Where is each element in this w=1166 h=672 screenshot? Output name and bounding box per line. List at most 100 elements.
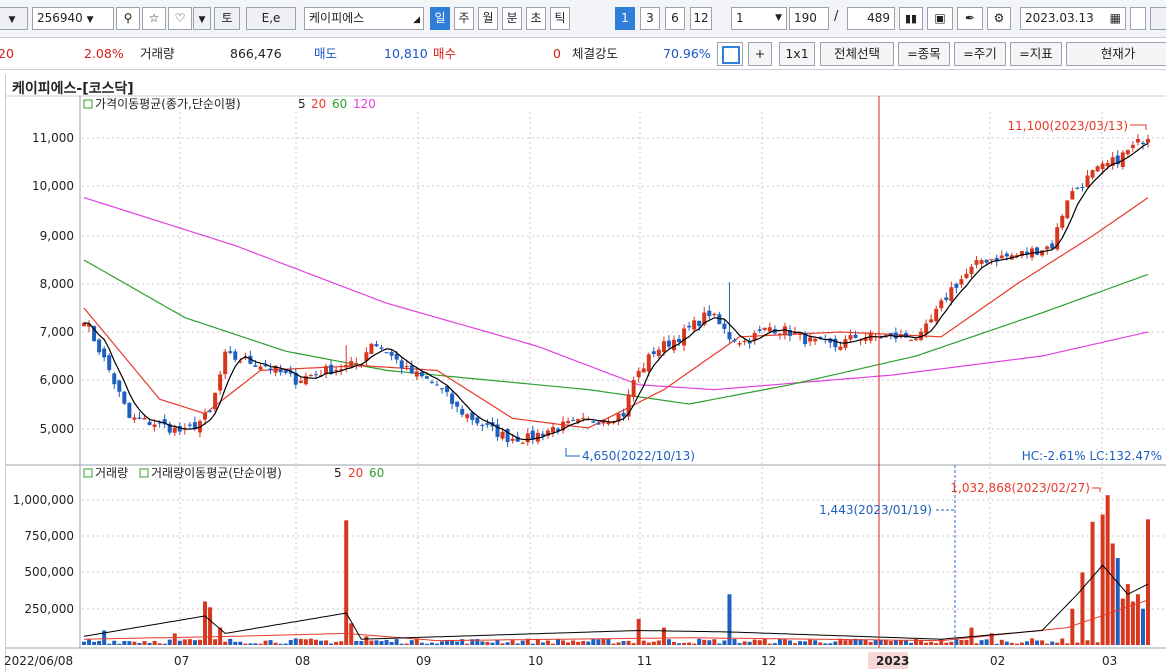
- search-icon[interactable]: ⚲: [116, 7, 140, 30]
- volume-bar: [1019, 642, 1024, 645]
- volume-bar: [671, 641, 676, 645]
- star-icon[interactable]: ☆: [142, 7, 166, 30]
- chart-title: 케이피에스-[코스닥]: [12, 81, 134, 97]
- volume-bar: [939, 639, 944, 645]
- legend-marker: [83, 468, 93, 478]
- max-volume-arrow: [1092, 487, 1101, 492]
- volume-bar: [329, 643, 334, 645]
- bell-icon[interactable]: ♡: [168, 7, 192, 30]
- volume-bar: [601, 638, 606, 645]
- candle-body: [556, 428, 561, 431]
- select-all-button[interactable]: 전체선택: [820, 42, 894, 66]
- eq-item-button[interactable]: =종목: [898, 42, 950, 66]
- candle-body: [303, 376, 308, 385]
- volume-bar: [853, 638, 858, 645]
- volume-tick-label: 1,000,000: [13, 493, 74, 507]
- candle-body: [566, 421, 571, 424]
- volume-axis: 1,000,000 750,000 500,000 250,000: [13, 493, 74, 616]
- volume-bar: [813, 640, 818, 645]
- candle-body: [818, 336, 823, 339]
- volume-bar: [208, 607, 213, 645]
- price-tick-label: 8,000: [40, 277, 74, 291]
- volume-bar: [893, 640, 898, 645]
- interval-3-button[interactable]: 3: [640, 7, 660, 30]
- checkbox[interactable]: [1130, 7, 1146, 30]
- candle-body: [1130, 144, 1135, 148]
- candle-body: [1090, 170, 1095, 178]
- count-input[interactable]: 190: [789, 7, 829, 30]
- candle-body: [187, 424, 192, 426]
- candle-body: [878, 336, 883, 339]
- square-toggle[interactable]: [717, 42, 743, 66]
- date-tick-label: 09: [416, 654, 431, 668]
- volume-bar: [228, 638, 233, 645]
- volume-bar: [1040, 640, 1045, 645]
- volume-bar: [263, 640, 268, 645]
- stock-name-field[interactable]: 케이피에스 ◢: [304, 7, 424, 30]
- volume-bar: [465, 643, 470, 645]
- hc-lc-readout: HC:-2.61% LC:132.47%: [1022, 449, 1162, 463]
- period-second-button[interactable]: 초: [526, 7, 546, 30]
- stock-code-input[interactable]: 256940 ▼: [32, 7, 114, 30]
- layout-button[interactable]: 1x1: [779, 42, 815, 66]
- volume-bar: [888, 641, 893, 645]
- interval-6-button[interactable]: 6: [665, 7, 685, 30]
- volume-bar: [1009, 642, 1014, 645]
- volume-bar: [843, 640, 848, 645]
- candle-body: [308, 375, 313, 377]
- volume-bar: [954, 639, 959, 645]
- candle-body: [203, 412, 208, 420]
- candle-body: [122, 391, 127, 404]
- period-week-button[interactable]: 주: [454, 7, 474, 30]
- volume-bar: [914, 638, 919, 645]
- volume-bar: [213, 639, 218, 645]
- pen-icon[interactable]: ✒: [957, 7, 983, 30]
- volume-bar: [752, 639, 757, 645]
- volume-bar: [717, 643, 722, 645]
- candle-body: [485, 423, 490, 425]
- period-day-button[interactable]: 일: [430, 7, 450, 30]
- candle-body: [903, 333, 908, 338]
- volume-bar: [197, 639, 202, 645]
- candle-body: [651, 351, 656, 354]
- candle-body: [424, 376, 429, 379]
- ee-button[interactable]: E,e: [246, 7, 296, 30]
- volume-bar: [959, 639, 964, 645]
- volume-bar: [782, 639, 787, 645]
- price-tick-label: 5,000: [40, 422, 74, 436]
- overflow-button[interactable]: [1150, 7, 1166, 30]
- candle-body: [429, 381, 434, 383]
- period-month-button[interactable]: 월: [478, 7, 498, 30]
- candle-body: [964, 273, 969, 279]
- candle-body: [702, 312, 707, 325]
- candle-body: [253, 365, 258, 367]
- date-input[interactable]: 2023.03.13 ▦: [1020, 7, 1126, 30]
- interval-12-button[interactable]: 12: [690, 7, 712, 30]
- interval-1-button[interactable]: 1: [615, 7, 635, 30]
- settings-icon[interactable]: ⚙: [987, 7, 1011, 30]
- candle-body: [127, 402, 132, 418]
- unit-select[interactable]: 1 ▼: [731, 7, 787, 30]
- to-button[interactable]: 토: [214, 7, 240, 30]
- bell-dropdown-icon[interactable]: ▼: [193, 7, 211, 30]
- candle-body: [414, 371, 419, 377]
- save-icon[interactable]: ▣: [927, 7, 953, 30]
- volume-bar: [682, 642, 687, 645]
- candle-body: [228, 351, 233, 353]
- volume-bar: [803, 641, 808, 645]
- volume-bar: [772, 643, 777, 645]
- candle-body: [606, 421, 611, 425]
- candle-body: [616, 413, 621, 422]
- dropdown-arrow[interactable]: ▼: [0, 7, 28, 30]
- eq-period-button[interactable]: =주기: [954, 42, 1006, 66]
- volume-bar: [475, 639, 480, 645]
- period-tick-button[interactable]: 틱: [550, 7, 570, 30]
- candle-type-icon[interactable]: ▮▮: [899, 7, 923, 30]
- plus-button[interactable]: +: [748, 42, 772, 66]
- period-minute-button[interactable]: 분: [502, 7, 522, 30]
- eq-indicator-button[interactable]: =지표: [1010, 42, 1062, 66]
- current-price-button[interactable]: 현재가: [1066, 42, 1166, 66]
- volume-bar: [238, 641, 243, 645]
- candle-body: [349, 361, 354, 368]
